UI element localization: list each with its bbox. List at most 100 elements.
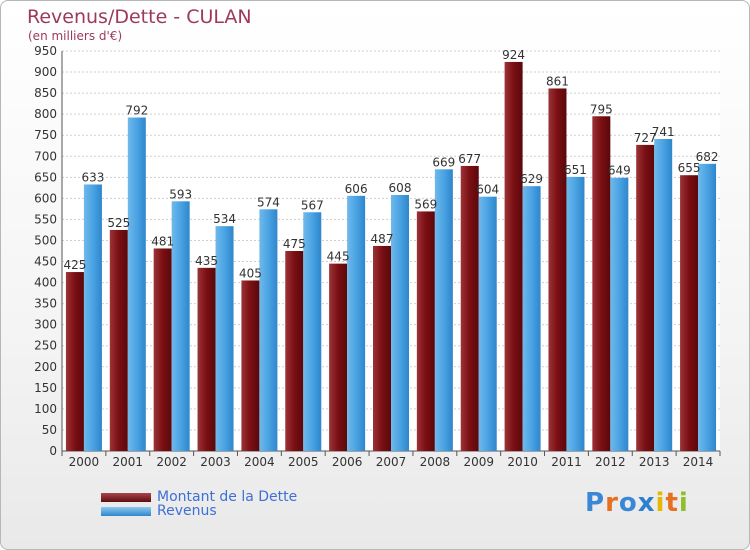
x-tick-label: 2002 <box>156 455 187 469</box>
x-tick-label: 2008 <box>420 455 451 469</box>
y-tick-label: 700 <box>34 149 57 163</box>
y-tick-label: 550 <box>34 212 57 226</box>
y-tick-label: 850 <box>34 86 57 100</box>
legend-item-revenus: Revenus <box>101 503 217 519</box>
data-label-dette: 795 <box>590 102 613 116</box>
legend-item-dette: Montant de la Dette <box>101 489 297 505</box>
data-label-revenus: 606 <box>345 182 368 196</box>
data-label-dette: 861 <box>546 74 569 88</box>
bar-dette <box>109 229 128 451</box>
x-tick-label: 2001 <box>113 455 144 469</box>
y-tick-label: 50 <box>42 423 57 437</box>
y-tick-label: 600 <box>34 191 57 205</box>
logo-letter: x <box>637 488 656 518</box>
data-label-revenus: 633 <box>81 170 104 184</box>
data-label-dette: 445 <box>327 250 350 264</box>
data-label-revenus: 629 <box>520 172 543 186</box>
bar-revenus <box>566 176 585 452</box>
y-tick-label: 800 <box>34 107 57 121</box>
legend-label-revenus: Revenus <box>157 503 217 519</box>
bar-revenus <box>698 163 717 451</box>
y-tick-label: 950 <box>34 44 57 58</box>
data-label-dette: 924 <box>502 48 525 62</box>
data-label-revenus: 682 <box>696 150 719 164</box>
bar-revenus <box>434 169 453 451</box>
data-label-revenus: 534 <box>213 212 236 226</box>
x-tick-label: 2010 <box>507 455 538 469</box>
x-tick-label: 2004 <box>244 455 275 469</box>
data-label-dette: 405 <box>239 266 262 280</box>
data-label-dette: 425 <box>63 258 86 272</box>
y-tick-label: 650 <box>34 170 57 184</box>
x-tick-label: 2003 <box>200 455 231 469</box>
bar-revenus <box>171 201 190 451</box>
data-label-dette: 727 <box>634 131 657 145</box>
x-tick-label: 2013 <box>639 455 670 469</box>
data-label-dette: 569 <box>414 197 437 211</box>
x-tick-label: 2005 <box>288 455 319 469</box>
chart-subtitle: (en milliers d'€) <box>28 29 123 43</box>
legend-swatch-revenus <box>101 506 151 516</box>
proxiti-logo: Proxiti <box>585 488 689 518</box>
data-label-dette: 487 <box>371 232 394 246</box>
y-tick-label: 400 <box>34 276 57 290</box>
legend-swatch-dette <box>101 492 151 502</box>
y-tick-label: 450 <box>34 255 57 269</box>
y-tick-label: 900 <box>34 65 57 79</box>
y-tick-label: 250 <box>34 339 57 353</box>
bar-dette <box>460 165 479 451</box>
bar-revenus <box>303 212 322 451</box>
logo-letter: P <box>585 488 606 518</box>
y-tick-label: 500 <box>34 233 57 247</box>
x-tick-label: 2007 <box>376 455 407 469</box>
data-label-dette: 435 <box>195 254 218 268</box>
legend-label-dette: Montant de la Dette <box>157 489 298 505</box>
bar-dette <box>416 211 435 451</box>
data-label-revenus: 604 <box>476 183 499 197</box>
y-tick-label: 0 <box>49 444 57 458</box>
bar-dette <box>329 263 348 451</box>
logo-letter: i <box>678 488 689 518</box>
bar-dette <box>636 144 655 452</box>
data-label-revenus: 741 <box>652 125 675 139</box>
data-label-dette: 677 <box>458 152 481 166</box>
data-label-dette: 475 <box>283 237 306 251</box>
data-label-dette: 525 <box>107 216 130 230</box>
bar-revenus <box>347 195 366 451</box>
x-tick-label: 2000 <box>69 455 100 469</box>
data-label-revenus: 593 <box>169 187 192 201</box>
data-label-revenus: 608 <box>389 181 412 195</box>
y-tick-label: 350 <box>34 297 57 311</box>
y-tick-label: 200 <box>34 360 57 374</box>
bar-revenus <box>654 139 673 451</box>
bar-dette <box>592 116 611 452</box>
bar-dette <box>504 61 523 452</box>
y-tick-label: 300 <box>34 318 57 332</box>
x-tick-label: 2006 <box>332 455 363 469</box>
bar-dette <box>241 280 260 451</box>
bar-revenus <box>522 186 541 451</box>
bar-dette <box>373 245 391 451</box>
x-tick-label: 2009 <box>463 455 494 469</box>
x-tick-label: 2012 <box>595 455 626 469</box>
bar-dette <box>197 267 216 451</box>
logo-letter: o <box>618 488 638 518</box>
data-label-revenus: 669 <box>432 155 455 169</box>
y-tick-label: 750 <box>34 128 57 142</box>
logo-letter: t <box>665 488 679 518</box>
bar-revenus <box>259 209 278 451</box>
data-label-revenus: 649 <box>608 164 631 178</box>
y-tick-label: 150 <box>34 381 57 395</box>
bar-revenus <box>610 177 629 451</box>
bar-dette <box>680 175 699 452</box>
chart-title: Revenus/Dette - CULAN <box>27 6 252 28</box>
bar-revenus <box>391 195 409 451</box>
data-label-dette: 481 <box>151 234 174 248</box>
x-tick-label: 2011 <box>551 455 582 469</box>
bar-dette <box>153 248 172 451</box>
data-label-revenus: 567 <box>301 198 324 212</box>
logo-letter: i <box>655 488 666 518</box>
data-label-revenus: 792 <box>125 104 148 118</box>
